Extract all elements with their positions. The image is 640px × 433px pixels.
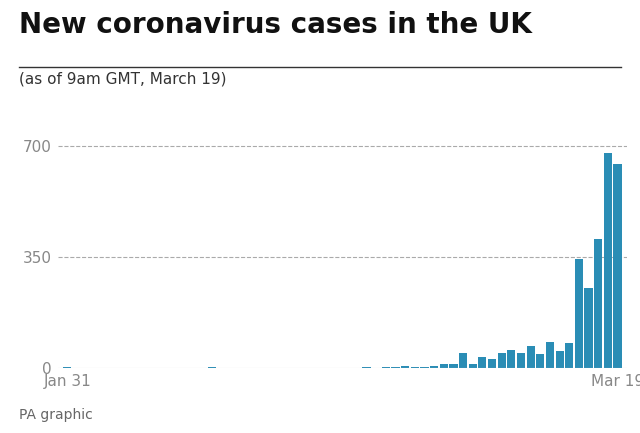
Bar xyxy=(508,349,515,368)
Bar xyxy=(392,367,399,368)
Bar xyxy=(497,353,506,368)
Bar xyxy=(459,353,467,368)
Bar xyxy=(556,351,564,368)
Bar xyxy=(575,259,583,368)
Bar xyxy=(614,164,621,368)
Bar xyxy=(565,343,573,368)
Bar xyxy=(517,353,525,368)
Text: (as of 9am GMT, March 19): (as of 9am GMT, March 19) xyxy=(19,71,227,87)
Bar xyxy=(488,359,496,368)
Bar xyxy=(594,239,602,368)
Text: PA graphic: PA graphic xyxy=(19,408,93,422)
Text: New coronavirus cases in the UK: New coronavirus cases in the UK xyxy=(19,11,532,39)
Bar xyxy=(604,153,612,368)
Bar xyxy=(440,364,448,368)
Bar xyxy=(411,367,419,368)
Bar xyxy=(527,346,535,368)
Bar xyxy=(208,367,216,368)
Bar xyxy=(546,342,554,368)
Bar xyxy=(478,357,486,368)
Bar xyxy=(449,364,458,368)
Bar xyxy=(468,364,477,368)
Bar xyxy=(430,365,438,368)
Bar xyxy=(536,354,545,368)
Bar xyxy=(401,365,409,368)
Bar xyxy=(584,288,593,368)
